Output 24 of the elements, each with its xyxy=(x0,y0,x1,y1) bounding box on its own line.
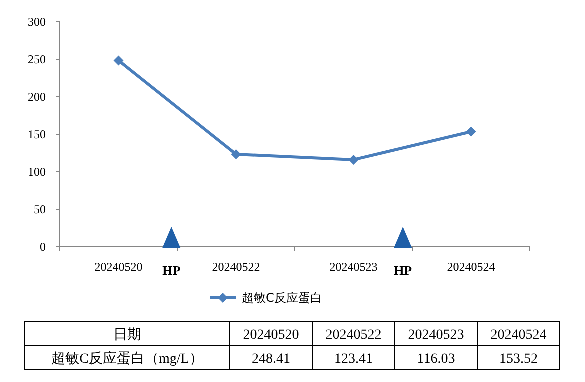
y-tick-label: 0 xyxy=(40,240,46,254)
y-tick-label: 50 xyxy=(34,202,46,216)
text: 123.41 xyxy=(334,352,373,367)
category-label: 20240522 xyxy=(326,328,382,343)
category-label: 20240523 xyxy=(408,328,464,343)
text: HP xyxy=(394,263,412,278)
x-tick-label: 20240523 xyxy=(330,260,378,274)
text: 116.03 xyxy=(417,352,456,367)
category-label: 20240520 xyxy=(243,328,300,343)
text: 超敏C反应蛋白（mg/L） xyxy=(52,351,204,367)
x-tick-label: 20240520 xyxy=(94,260,143,274)
text: HP xyxy=(162,263,181,278)
legend-label: 超敏C反应蛋白 xyxy=(242,291,322,305)
text: 153.52 xyxy=(500,352,538,367)
x-tick-label: 20240522 xyxy=(212,260,260,274)
text: 日期 xyxy=(114,327,142,343)
y-tick-label: 300 xyxy=(28,15,46,29)
x-tick-label: 20240524 xyxy=(447,260,496,274)
y-tick-label: 150 xyxy=(28,128,46,142)
category-label: 20240524 xyxy=(490,328,547,343)
text: 248.41 xyxy=(252,352,290,367)
y-tick-label: 200 xyxy=(28,90,46,104)
y-tick-label: 250 xyxy=(28,52,46,66)
y-tick-label: 100 xyxy=(28,165,46,179)
